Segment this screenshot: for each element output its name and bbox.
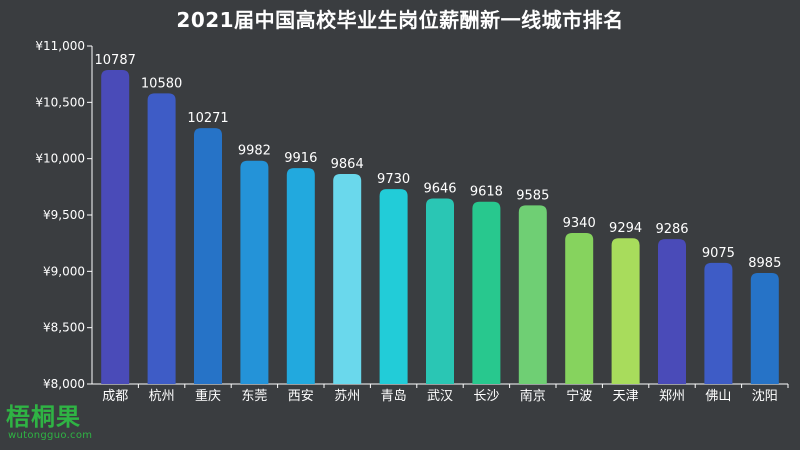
data-label: 10271: [187, 111, 228, 126]
bar-重庆: [194, 128, 222, 384]
x-tick-label: 东莞: [241, 389, 267, 404]
x-tick-label: 武汉: [427, 389, 453, 404]
bar-成都: [101, 69, 130, 385]
x-tick-label: 沈阳: [752, 389, 778, 404]
x-tick-label: 佛山: [705, 389, 731, 404]
data-label: 9294: [609, 221, 642, 236]
x-tick-label: 青岛: [381, 388, 407, 404]
data-label: 8985: [748, 256, 781, 271]
watermark-logo: 梧桐果 wutongguo.com: [6, 404, 106, 441]
x-tick-label: 西安: [288, 389, 314, 404]
watermark-text: 梧桐果: [6, 403, 81, 431]
y-tick-label: ¥10,000: [35, 152, 85, 166]
y-tick-label: ¥11,000: [35, 39, 85, 53]
data-label: 9075: [702, 246, 735, 261]
x-tick-label: 郑州: [659, 389, 685, 404]
x-tick-label: 长沙: [473, 389, 499, 404]
data-label: 9864: [331, 157, 364, 172]
x-tick-label: 宁波: [566, 388, 592, 404]
y-tick-label: ¥10,500: [35, 95, 85, 109]
y-tick-label: ¥9,500: [43, 208, 85, 222]
x-tick-label: 重庆: [195, 388, 221, 404]
watermark-url: wutongguo.com: [8, 430, 93, 441]
data-label: 9585: [516, 188, 549, 203]
bar-长沙: [472, 201, 501, 384]
bar-南京: [518, 205, 547, 384]
data-label: 10580: [141, 76, 182, 91]
data-label: 10787: [95, 53, 136, 68]
data-label: 9916: [284, 151, 317, 166]
data-label: 9730: [377, 172, 410, 187]
bar-天津: [611, 238, 640, 384]
chart-title: 2021届中国高校毕业生岗位薪酬新一线城市排名: [176, 8, 624, 32]
bar-沈阳: [750, 273, 779, 384]
data-label: 9286: [655, 222, 688, 237]
bar-郑州: [658, 239, 686, 384]
y-tick-label: ¥9,000: [43, 264, 85, 278]
bar-佛山: [704, 262, 733, 384]
x-tick-label: 天津: [613, 389, 639, 404]
bar-青岛: [379, 189, 408, 384]
x-tick-label: 南京: [520, 388, 546, 404]
y-tick-label: ¥8,000: [43, 377, 85, 391]
bar-杭州: [147, 93, 176, 384]
bar-西安: [286, 168, 315, 384]
y-tick-label: ¥8,500: [43, 321, 85, 335]
bar-宁波: [565, 233, 594, 384]
x-tick-label: 苏州: [334, 388, 360, 404]
data-label: 9646: [423, 182, 456, 197]
data-label: 9618: [470, 185, 503, 200]
data-label: 9340: [563, 216, 596, 231]
x-tick-label: 成都: [102, 389, 128, 404]
bar-武汉: [426, 198, 454, 384]
x-tick-label: 杭州: [149, 389, 175, 404]
data-label: 9982: [238, 144, 271, 159]
bar-苏州: [333, 173, 362, 384]
bar-东莞: [240, 160, 269, 384]
